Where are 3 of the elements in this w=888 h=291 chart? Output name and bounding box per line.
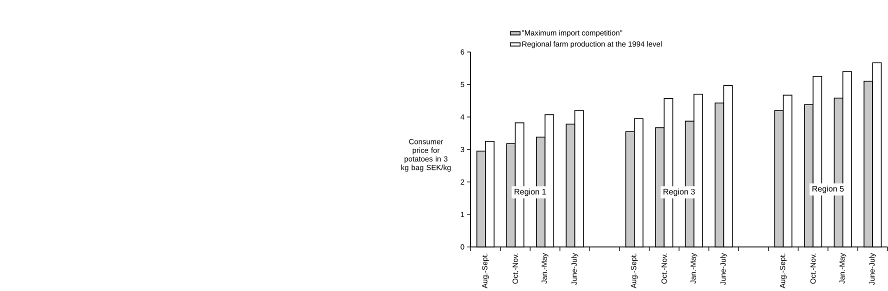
annotation: Region 3: [664, 188, 695, 196]
annotation: Region 1: [514, 188, 546, 196]
annotation: Region 5: [812, 186, 844, 194]
